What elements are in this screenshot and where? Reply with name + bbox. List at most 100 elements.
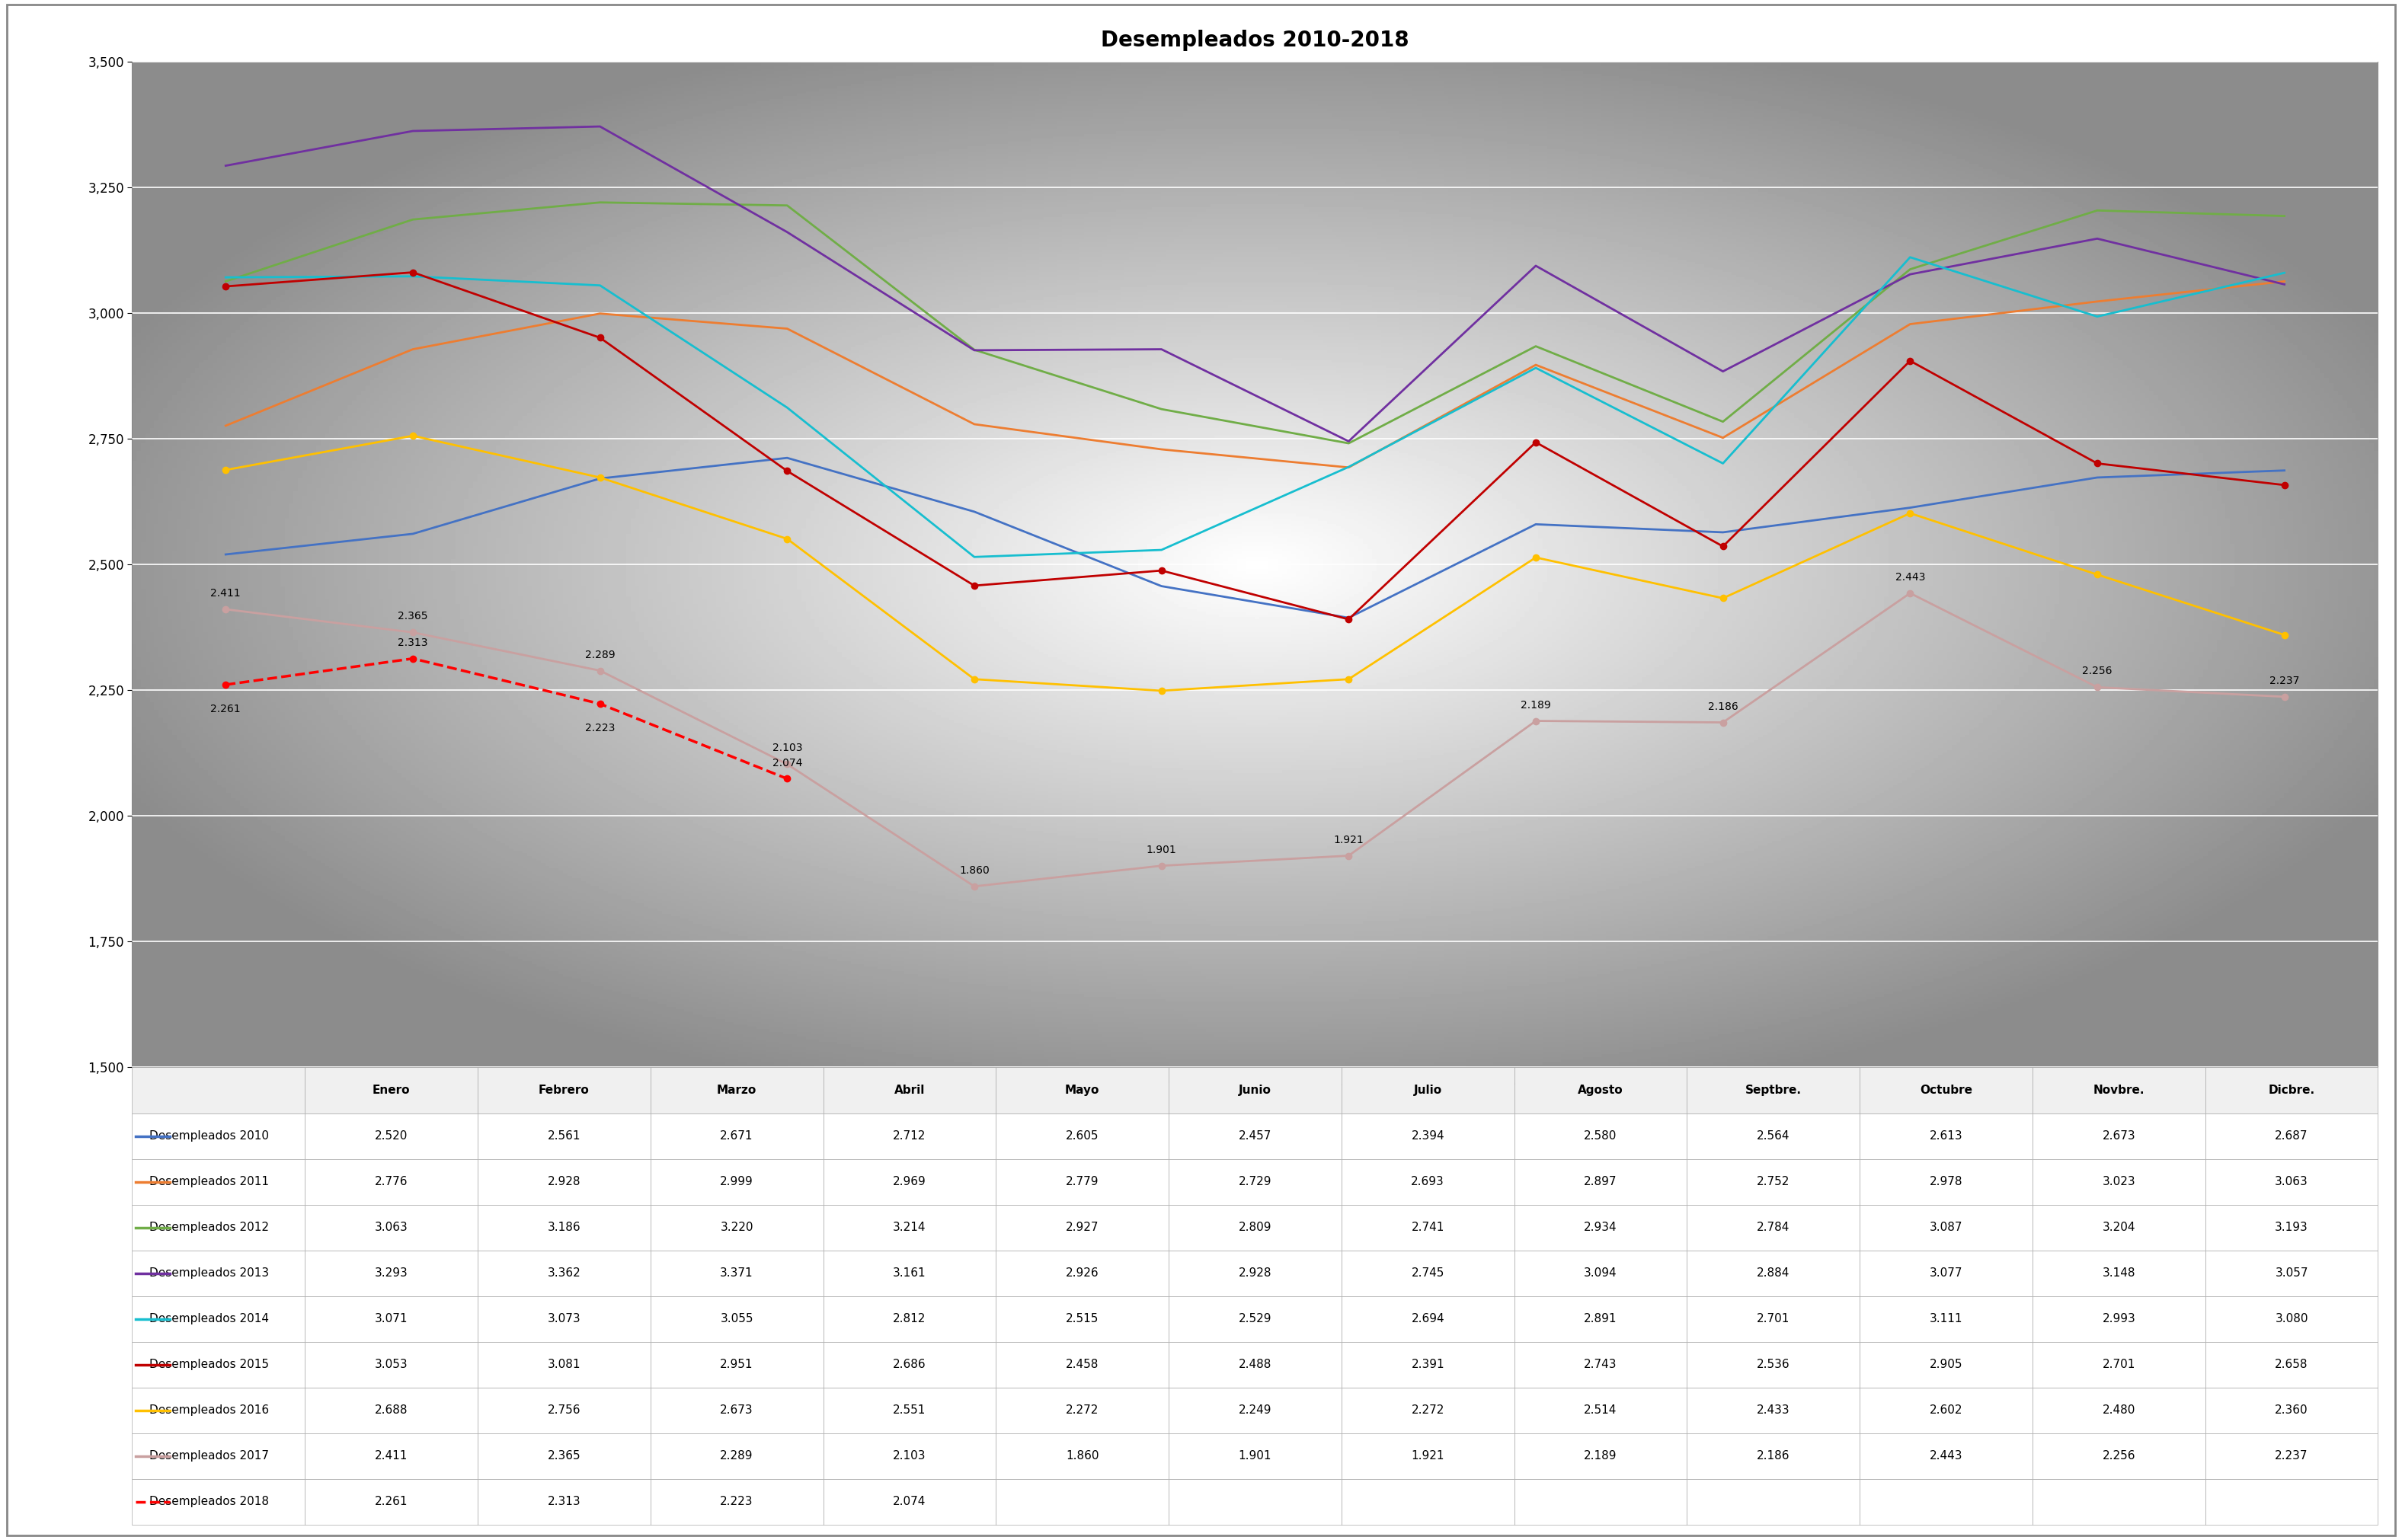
Desempleados 2010 <box>1148 578 1177 596</box>
Desempleados 2014 <box>211 268 240 286</box>
Text: 2.186: 2.186 <box>1708 701 1739 711</box>
Desempleados 2010 <box>211 545 240 564</box>
Desempleados 2015 <box>961 576 990 594</box>
Desempleados 2010 <box>1520 514 1549 533</box>
Line: Desempleados 2017: Desempleados 2017 <box>223 590 2287 890</box>
Desempleados 2014 <box>1895 248 1924 266</box>
Text: 2.189: 2.189 <box>1520 699 1552 710</box>
Desempleados 2010 <box>1333 608 1362 627</box>
Desempleados 2012 <box>773 196 802 214</box>
Text: 1.921: 1.921 <box>1333 835 1364 845</box>
Desempleados 2012 <box>2270 206 2299 225</box>
Desempleados 2011 <box>1148 440 1177 459</box>
Desempleados 2015 <box>1520 433 1549 451</box>
Desempleados 2011 <box>2270 273 2299 291</box>
Desempleados 2014 <box>773 399 802 417</box>
Desempleados 2013 <box>1148 340 1177 359</box>
Desempleados 2013 <box>2270 276 2299 294</box>
Desempleados 2011 <box>961 414 990 433</box>
Desempleados 2013 <box>399 122 428 140</box>
Desempleados 2014 <box>1333 457 1362 476</box>
Desempleados 2013 <box>1708 362 1737 380</box>
Text: 2.223: 2.223 <box>586 722 615 733</box>
Desempleados 2013 <box>2083 229 2111 248</box>
Desempleados 2016 <box>1333 670 1362 688</box>
Desempleados 2013 <box>773 223 802 242</box>
Desempleados 2017 <box>1708 713 1737 732</box>
Text: 2.237: 2.237 <box>2270 676 2299 687</box>
Desempleados 2010 <box>399 525 428 544</box>
Desempleados 2012 <box>586 192 615 211</box>
Desempleados 2017 <box>1520 711 1549 730</box>
Desempleados 2010 <box>773 448 802 467</box>
Desempleados 2012 <box>1333 434 1362 453</box>
Desempleados 2014 <box>961 548 990 567</box>
Title: Desempleados 2010-2018: Desempleados 2010-2018 <box>1100 31 1410 51</box>
Desempleados 2015 <box>1708 537 1737 556</box>
Desempleados 2016 <box>2083 565 2111 584</box>
Desempleados 2016 <box>1708 588 1737 607</box>
Desempleados 2010 <box>1708 524 1737 542</box>
Desempleados 2018 <box>399 650 428 668</box>
Desempleados 2012 <box>2083 202 2111 220</box>
Desempleados 2018 <box>211 676 240 695</box>
Line: Desempleados 2014: Desempleados 2014 <box>226 257 2284 557</box>
Desempleados 2010 <box>961 502 990 521</box>
Desempleados 2014 <box>2083 308 2111 326</box>
Desempleados 2014 <box>1520 359 1549 377</box>
Desempleados 2012 <box>961 340 990 359</box>
Desempleados 2012 <box>399 211 428 229</box>
Desempleados 2014 <box>1148 541 1177 559</box>
Text: 2.256: 2.256 <box>2083 665 2111 676</box>
Desempleados 2012 <box>1148 400 1177 419</box>
Desempleados 2010 <box>2083 468 2111 487</box>
Desempleados 2015 <box>211 277 240 296</box>
Desempleados 2015 <box>1333 610 1362 628</box>
Desempleados 2012 <box>211 273 240 291</box>
Desempleados 2014 <box>399 266 428 285</box>
Desempleados 2011 <box>1520 356 1549 374</box>
Desempleados 2017 <box>1895 584 1924 602</box>
Desempleados 2017 <box>586 661 615 679</box>
Desempleados 2017 <box>2270 687 2299 705</box>
Desempleados 2011 <box>1895 314 1924 333</box>
Text: 2.074: 2.074 <box>771 758 802 768</box>
Desempleados 2012 <box>1895 260 1924 279</box>
Desempleados 2010 <box>2270 460 2299 479</box>
Desempleados 2016 <box>211 460 240 479</box>
Text: 2.103: 2.103 <box>771 742 802 753</box>
Desempleados 2014 <box>1708 454 1737 473</box>
Text: 2.261: 2.261 <box>211 704 240 715</box>
Text: 2.365: 2.365 <box>399 611 428 622</box>
Desempleados 2017 <box>1333 847 1362 865</box>
Desempleados 2013 <box>211 157 240 176</box>
Desempleados 2015 <box>2083 454 2111 473</box>
Desempleados 2016 <box>1148 682 1177 701</box>
Desempleados 2015 <box>586 328 615 346</box>
Text: 2.443: 2.443 <box>1895 571 1924 582</box>
Desempleados 2014 <box>586 276 615 294</box>
Desempleados 2015 <box>1148 561 1177 579</box>
Text: 2.411: 2.411 <box>211 588 240 599</box>
Desempleados 2017 <box>1148 856 1177 875</box>
Desempleados 2015 <box>1895 351 1924 370</box>
Line: Desempleados 2011: Desempleados 2011 <box>226 282 2284 468</box>
Desempleados 2013 <box>961 340 990 359</box>
Desempleados 2011 <box>1708 428 1737 447</box>
Desempleados 2015 <box>773 462 802 480</box>
Line: Desempleados 2018: Desempleados 2018 <box>223 656 790 782</box>
Line: Desempleados 2016: Desempleados 2016 <box>223 433 2287 695</box>
Desempleados 2011 <box>1333 459 1362 477</box>
Desempleados 2016 <box>1895 504 1924 522</box>
Desempleados 2018 <box>586 695 615 713</box>
Desempleados 2011 <box>586 305 615 323</box>
Line: Desempleados 2010: Desempleados 2010 <box>226 457 2284 618</box>
Text: 2.313: 2.313 <box>399 638 428 648</box>
Desempleados 2017 <box>961 878 990 896</box>
Line: Desempleados 2015: Desempleados 2015 <box>223 270 2287 622</box>
Text: 1.901: 1.901 <box>1146 844 1177 855</box>
Desempleados 2010 <box>1895 499 1924 517</box>
Desempleados 2011 <box>2083 293 2111 311</box>
Desempleados 2011 <box>211 416 240 434</box>
Text: 2.289: 2.289 <box>586 650 615 661</box>
